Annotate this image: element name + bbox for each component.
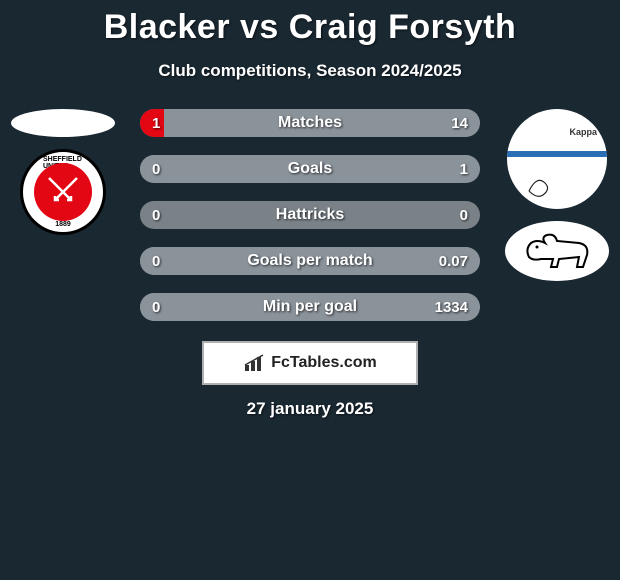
stat-label: Matches (278, 114, 342, 132)
stat-value-left: 0 (152, 299, 160, 316)
brand-attribution: FcTables.com (202, 341, 418, 385)
stat-row: 0 Goals 1 (140, 155, 480, 183)
stat-value-left: 0 (152, 207, 160, 224)
stat-label: Min per goal (263, 298, 357, 316)
right-player-column: Kappa (502, 109, 612, 281)
crest-year: 1889 (55, 221, 71, 228)
date-label: 27 january 2025 (0, 399, 620, 419)
kit-graphic-icon (515, 167, 575, 207)
swords-icon (43, 172, 83, 212)
stat-value-right: 0.07 (439, 253, 468, 270)
stat-value-left: 1 (152, 115, 160, 132)
ram-icon (517, 229, 597, 273)
club-crest-derby (505, 221, 609, 281)
stat-row: 1 Matches 14 (140, 109, 480, 137)
kit-brand-label: Kappa (569, 127, 597, 137)
comparison-panel: SHEFFIELD UNITED 1889 Kappa 1Match (0, 109, 620, 321)
club-crest-sheffield: SHEFFIELD UNITED 1889 (20, 149, 106, 235)
left-player-column: SHEFFIELD UNITED 1889 (8, 109, 118, 235)
stat-value-left: 0 (152, 253, 160, 270)
stat-row: 0 Hattricks 0 (140, 201, 480, 229)
stat-label: Hattricks (276, 206, 344, 224)
stat-label: Goals (288, 160, 332, 178)
stat-value-right: 0 (460, 207, 468, 224)
player-left-avatar (11, 109, 115, 137)
stat-label: Goals per match (247, 252, 372, 270)
stat-row: 0 Min per goal 1334 (140, 293, 480, 321)
kit-stripe (507, 151, 607, 157)
brand-text: FcTables.com (271, 354, 377, 372)
stat-value-right: 1334 (435, 299, 468, 316)
subtitle: Club competitions, Season 2024/2025 (0, 61, 620, 81)
page-title: Blacker vs Craig Forsyth (0, 0, 620, 47)
stats-bars: 1 Matches 14 0 Goals 1 0 Hattricks 0 0 Goals per m… (140, 109, 480, 321)
stat-value-right: 14 (451, 115, 468, 132)
stat-row: 0 Goals per match 0.07 (140, 247, 480, 275)
stat-value-right: 1 (460, 161, 468, 178)
player-right-avatar: Kappa (507, 109, 607, 209)
stat-value-left: 0 (152, 161, 160, 178)
bars-icon (243, 353, 267, 373)
